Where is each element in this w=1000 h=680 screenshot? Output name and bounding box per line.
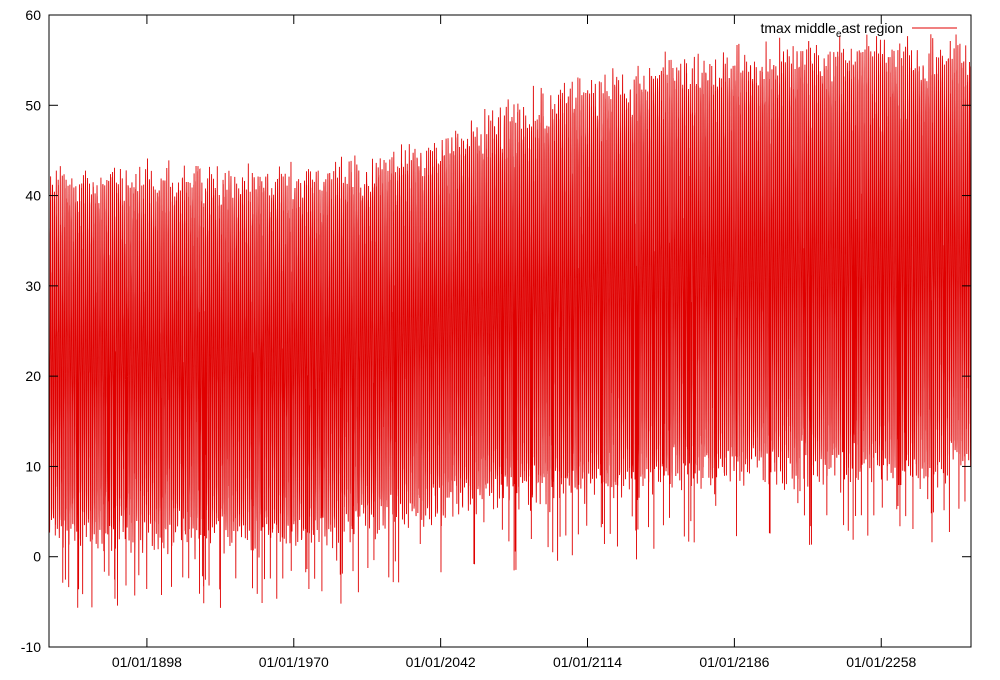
x-tick-label: 01/01/2258 (846, 654, 916, 670)
y-tick-label: 40 (25, 188, 41, 204)
y-tick-label: 30 (25, 278, 41, 294)
x-tick-label: 01/01/2186 (699, 654, 769, 670)
series-layer (48, 34, 972, 608)
legend-label: tmax middleeast region (760, 20, 903, 40)
x-axis: 01/01/1898 01/01/1970 01/01/2042 01/01/2114… (112, 15, 916, 670)
x-tick-label: 01/01/2114 (553, 654, 622, 670)
y-tick-label: 50 (25, 97, 41, 113)
y-tick-label: -10 (21, 639, 41, 655)
y-tick-label: 10 (25, 458, 41, 474)
series-line-tmax (48, 34, 972, 608)
legend: tmax middleeast region (760, 20, 957, 40)
y-tick-label: 0 (33, 549, 41, 565)
x-tick-label: 01/01/2042 (406, 654, 476, 670)
y-axis: -10 0 10 20 30 40 50 60 (21, 7, 971, 655)
x-tick-label: 01/01/1898 (112, 654, 182, 670)
plot-frame (48, 14, 972, 648)
y-tick-label: 20 (25, 368, 41, 384)
y-tick-label: 60 (25, 7, 41, 23)
x-tick-label: 01/01/1970 (259, 654, 329, 670)
